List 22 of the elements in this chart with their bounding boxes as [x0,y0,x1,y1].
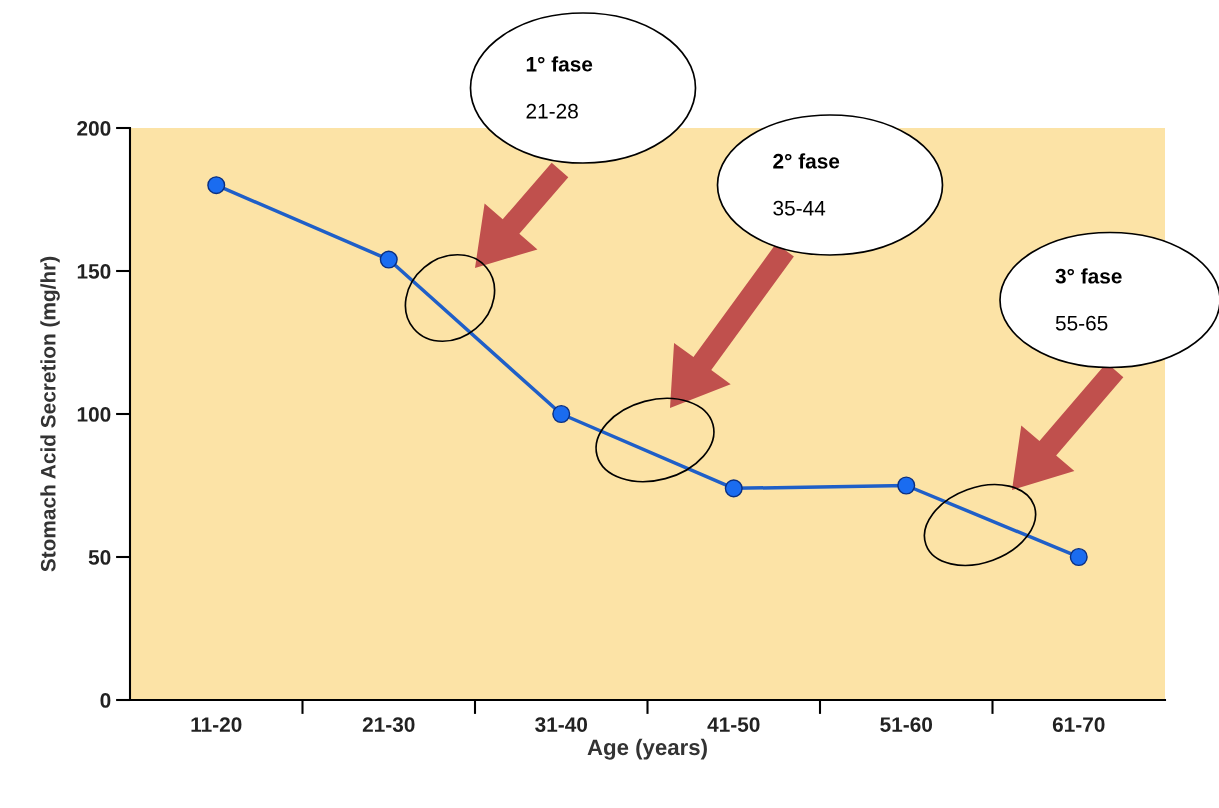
x-tick-label: 41-50 [707,717,760,732]
y-axis-title: Stomach Acid Secretion (mg/hr) [40,256,60,572]
y-tick-label: 150 [77,264,111,279]
point [1069,547,1088,567]
point [207,176,226,195]
y-tick-label: 100 [77,407,111,422]
x-tick-label: 31-40 [535,717,588,732]
y-tick-label: 200 [77,121,111,136]
x-tick-label: 51-60 [880,717,933,732]
x-tick-label: 21-30 [362,717,415,732]
text: 2° fase 35-44 [773,153,840,216]
point [552,404,571,424]
y-tick-label: 0 [100,693,111,708]
point [897,476,916,495]
point [724,479,743,498]
y-tick-label: 50 [88,550,111,565]
x-axis-title: Age (years) [587,738,707,760]
x-tick-label: 11-20 [191,717,242,732]
point [379,250,398,269]
text: 3° fase 55-65 [1055,268,1122,331]
text: 1° fase 21-28 [526,56,593,119]
x-tick-label: 61-70 [1052,717,1105,732]
